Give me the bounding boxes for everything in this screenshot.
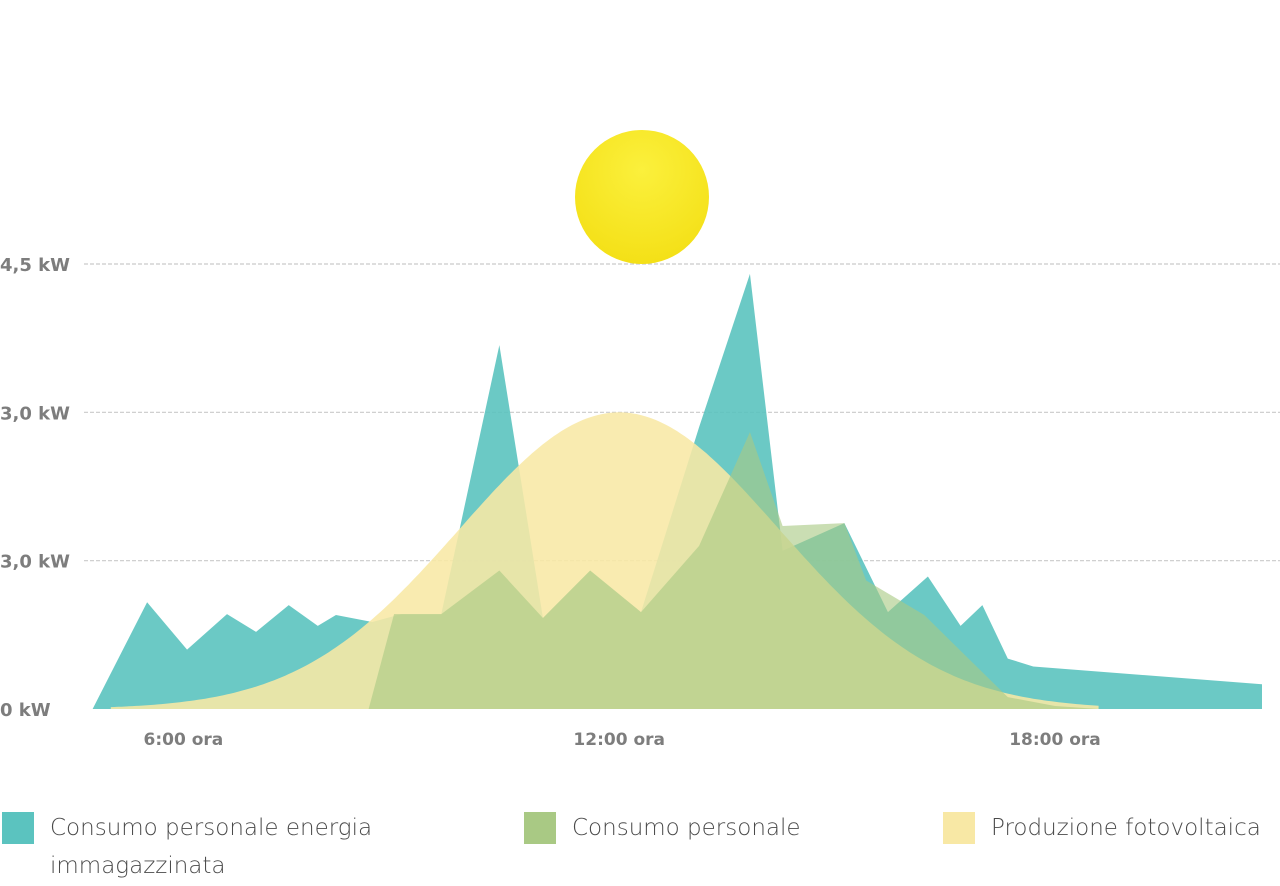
energy-chart: 0 kW 3,0 kW 3,0 kW 4,5 kW 6:00 ora 12:00 ora… [0,130,1280,750]
y-tick-label: 3,0 kW [0,403,70,424]
series-area-personal [92,432,1099,709]
legend-label-stored: Consumo personale energia immagazzinata [50,815,373,879]
sun-icon [575,130,709,264]
y-tick-label: 0 kW [0,700,51,721]
x-tick-label: 6:00 ora [144,730,224,750]
legend: Consumo personale energia immagazzinata … [0,812,1280,886]
legend-swatch-personal [524,812,556,844]
legend-label-pv: Produzione fotovoltaica [991,815,1261,841]
legend-label-personal: Consumo personale [572,815,801,841]
x-tick-label: 12:00 ora [573,730,665,750]
legend-swatch-stored [2,812,34,844]
legend-item-pv: Produzione fotovoltaica [943,812,1261,847]
y-tick-label: 4,5 kW [0,255,70,276]
legend-swatch-pv [943,812,975,844]
x-tick-label: 18:00 ora [1009,730,1101,750]
y-tick-label: 3,0 kW [0,552,70,573]
legend-item-stored: Consumo personale energia immagazzinata [2,812,410,885]
legend-item-personal: Consumo personale [524,812,801,847]
